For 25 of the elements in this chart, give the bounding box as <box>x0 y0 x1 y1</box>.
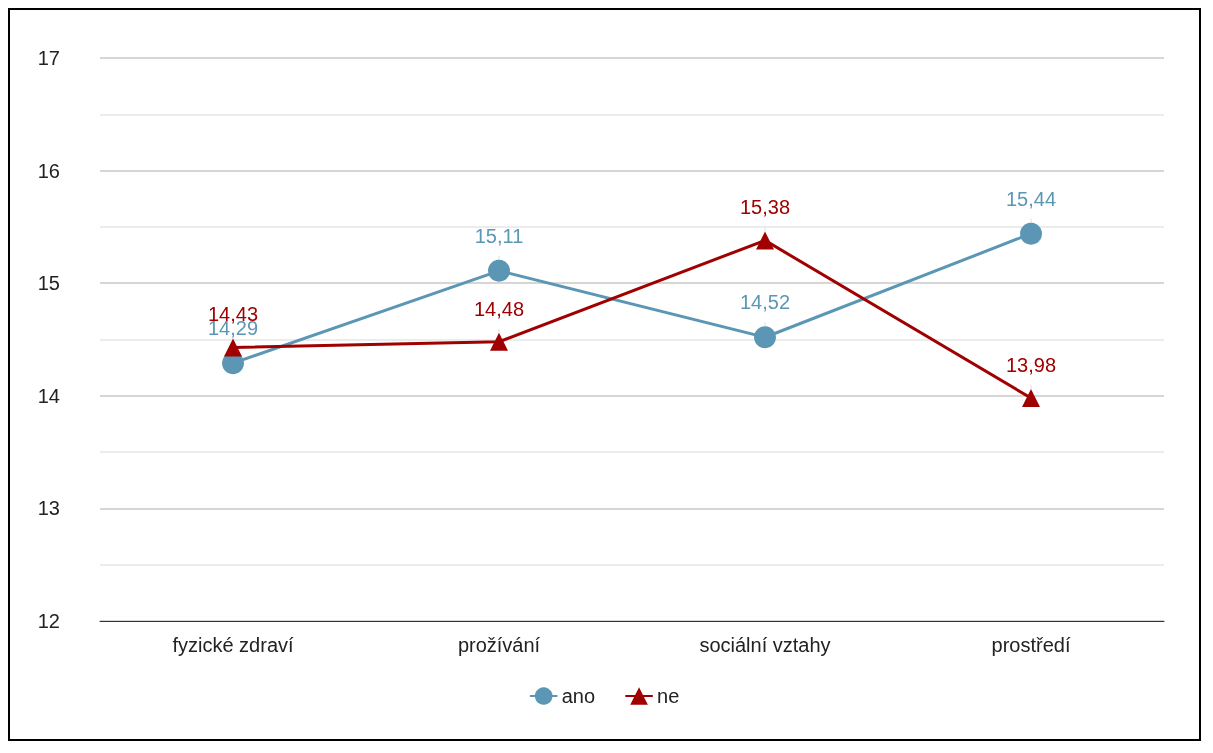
y-tick-label: 14 <box>37 384 60 407</box>
y-tick-label: 16 <box>37 159 60 182</box>
y-tick-label: 17 <box>37 47 60 69</box>
legend-label: ne <box>657 685 680 707</box>
data-label: 13,98 <box>1005 354 1057 377</box>
x-tick-label: fyzické zdraví <box>172 634 295 656</box>
data-label: 14,48 <box>473 297 525 320</box>
point <box>754 326 776 349</box>
y-tick-label: 12 <box>37 610 60 632</box>
point <box>488 259 510 282</box>
x-tick-label: sociální vztahy <box>699 634 831 656</box>
legend-label: ano <box>561 685 596 707</box>
x-tick-label: prožívání <box>457 634 541 656</box>
y-tick-label: 13 <box>37 497 60 520</box>
data-label: 14,52 <box>739 291 791 314</box>
point <box>1022 389 1040 408</box>
y-tick-label: 15 <box>37 272 60 295</box>
x-tick-label: prostředí <box>991 634 1071 656</box>
point <box>490 332 508 351</box>
data-label: 15,38 <box>739 196 791 219</box>
point <box>224 338 242 357</box>
point <box>756 231 774 250</box>
point <box>1020 222 1042 245</box>
data-label: 15,11 <box>474 224 524 247</box>
data-label: 15,44 <box>1005 187 1057 210</box>
